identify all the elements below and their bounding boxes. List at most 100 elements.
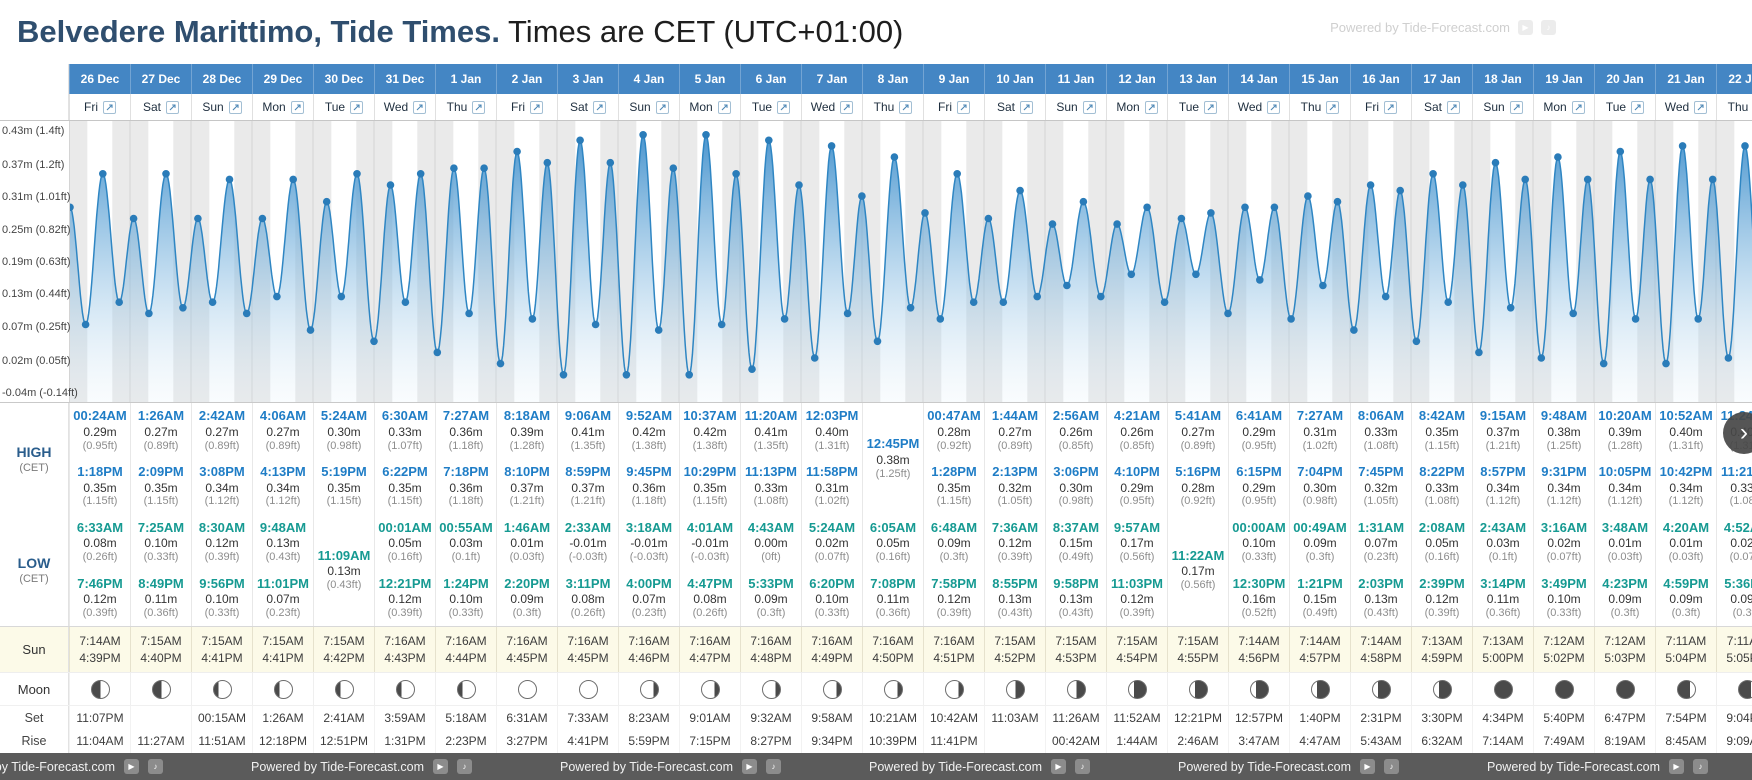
low-tide-cell: 6:05AM 0.05m (0.16ft) 7:08PM 0.11m (0.36ft) [862, 514, 923, 626]
expand-day-icon[interactable] [1694, 100, 1708, 114]
moon-cell [1411, 673, 1472, 705]
weekday-cell: Thu [435, 94, 496, 120]
sunset-time: 4:52PM [994, 651, 1036, 665]
expand-day-icon[interactable] [1447, 100, 1460, 114]
watermark-text: Powered by Tide-Forecast.com [0, 759, 115, 774]
sun-cell: 7:16AM 4:44PM [435, 627, 496, 672]
low-tide-entry: 2:43AM 0.03m (0.1ft) [1479, 519, 1527, 564]
moon-cell [984, 673, 1045, 705]
moon-cell [1533, 673, 1594, 705]
expand-day-icon[interactable] [1509, 100, 1523, 114]
expand-day-icon[interactable] [472, 100, 486, 114]
low-tide-cell: 00:49AM 0.09m (0.3ft) 1:21PM 0.15m (0.49ft) [1289, 514, 1350, 626]
sun-cell: 7:13AM 4:59PM [1411, 627, 1472, 672]
expand-day-icon[interactable] [717, 100, 731, 114]
expand-day-icon[interactable] [1204, 100, 1218, 114]
expand-day-icon[interactable] [1020, 100, 1033, 114]
expand-day-icon[interactable] [228, 100, 242, 114]
sunset-time: 5:04PM [1665, 651, 1707, 665]
watermark-text: Powered by Tide-Forecast.com [869, 759, 1042, 774]
sun-cell: 7:12AM 5:02PM [1533, 627, 1594, 672]
footer-watermark: Powered by Tide-Forecast.com ▶ ♪ [1178, 759, 1399, 774]
high-tide-entry: 10:29PM 0.35m (1.15ft) [683, 463, 737, 508]
sun-row: Sun 7:14AM 4:39PM 7:15AM 4:40PM 7:15AM 4:41PM… [0, 626, 1752, 672]
moonset-time: 5:40PM [1533, 706, 1594, 729]
moonset-time: 6:47PM [1594, 706, 1655, 729]
moon-phase-icon [639, 679, 659, 699]
moon-phase-icon [517, 679, 537, 699]
expand-day-icon[interactable] [350, 100, 364, 114]
expand-day-icon[interactable] [1384, 100, 1397, 114]
expand-day-icon[interactable] [1144, 100, 1158, 114]
weekday-cell: Wed [1228, 94, 1289, 120]
weekday-cell: Mon [252, 94, 313, 120]
sun-cell: 7:16AM 4:51PM [923, 627, 984, 672]
low-tide-entry: 3:49PM 0.10m (0.33ft) [1541, 575, 1587, 620]
moon-cell [1045, 673, 1106, 705]
low-tide-entry: 11:01PM 0.07m (0.23ft) [256, 575, 310, 620]
expand-day-icon[interactable] [530, 100, 543, 114]
moonrise-time: 11:27AM [130, 729, 191, 753]
moon-cell [435, 673, 496, 705]
moon-cell [801, 673, 862, 705]
expand-day-icon[interactable] [593, 100, 606, 114]
sunset-time: 4:47PM [689, 651, 731, 665]
expand-day-icon[interactable] [840, 100, 854, 114]
expand-day-icon[interactable] [1631, 100, 1645, 114]
moonset-time: 3:30PM [1411, 706, 1472, 729]
low-tide-entry: 3:48AM 0.01m (0.03ft) [1601, 519, 1649, 564]
low-tide-entry: 7:25AM 0.10m (0.33ft) [137, 519, 185, 564]
moon-phase-icon [1737, 679, 1752, 699]
sunset-time: 4:50PM [872, 651, 914, 665]
sunrise-time: 7:15AM [262, 634, 304, 648]
high-tide-cell: 7:27AM 0.36m (1.18ft) 7:18PM 0.36m (1.18ft) [435, 403, 496, 514]
weekday-label: Sun [1483, 100, 1505, 114]
expand-day-icon[interactable] [777, 100, 791, 114]
sun-cell: 7:15AM 4:41PM [191, 627, 252, 672]
scroll-next-button[interactable]: › [1723, 412, 1752, 454]
low-tide-entry: 2:08AM 0.05m (0.16ft) [1418, 519, 1466, 564]
high-tide-entry: 10:37AM 0.42m (1.38ft) [683, 408, 737, 452]
date-header: 1 Jan [435, 64, 496, 94]
expand-day-icon[interactable] [166, 100, 179, 114]
high-tide-entry: 8:22PM 0.33m (1.08ft) [1419, 463, 1465, 508]
expand-day-icon[interactable] [957, 100, 970, 114]
low-tide-cell: 11:22AM 0.17m (0.56ft) [1167, 514, 1228, 626]
expand-day-icon[interactable] [290, 100, 304, 114]
moon-cell [130, 673, 191, 705]
high-tide-cell: 2:42AM 0.27m (0.89ft) 3:08PM 0.34m (1.12ft) [191, 403, 252, 514]
expand-day-icon[interactable] [1082, 100, 1096, 114]
moonrise-time: 8:45AM [1655, 729, 1716, 753]
music-icon: ♪ [1075, 759, 1090, 774]
high-tide-entry: 7:18PM 0.36m (1.18ft) [443, 463, 489, 508]
expand-day-icon[interactable] [655, 100, 669, 114]
expand-day-icon[interactable] [1267, 100, 1281, 114]
moon-phase-icon [578, 679, 598, 699]
high-tide-entry: 4:10PM 0.29m (0.95ft) [1114, 463, 1160, 508]
high-tide-entry: 9:52AM 0.42m (1.38ft) [625, 408, 673, 452]
sunrise-time: 7:13AM [1421, 634, 1463, 648]
moonrise-time: 4:41PM [557, 729, 618, 753]
moonset-time: 2:31PM [1350, 706, 1411, 729]
high-tide-entry: 2:13PM 0.32m (1.05ft) [992, 463, 1038, 508]
moonrise-time: 9:09AM [1716, 729, 1752, 753]
sunset-time: 4:41PM [262, 651, 304, 665]
low-tide-entry: 1:21PM 0.15m (0.49ft) [1297, 575, 1343, 620]
expand-day-icon[interactable] [1571, 100, 1585, 114]
high-tide-cell: 4:21AM 0.26m (0.85ft) 4:10PM 0.29m (0.95ft) [1106, 403, 1167, 514]
weekday-cell: Tue [1167, 94, 1228, 120]
expand-day-icon[interactable] [899, 100, 913, 114]
low-tide-cell: 11:09AM 0.13m (0.43ft) [313, 514, 374, 626]
moon-phase-icon [273, 679, 293, 699]
moon-phase-icon [334, 679, 354, 699]
high-tide-cell: 12:45PM 0.38m (1.25ft) [862, 403, 923, 514]
low-tide-label: LOW (CET) [0, 514, 69, 626]
expand-day-icon[interactable] [103, 100, 116, 114]
high-tide-entry: 9:31PM 0.34m (1.12ft) [1541, 463, 1587, 508]
high-tide-entry: 7:27AM 0.31m (1.02ft) [1296, 408, 1344, 452]
moonset-time: 00:15AM [191, 706, 252, 729]
weekday-label: Mon [1543, 100, 1567, 114]
expand-day-icon[interactable] [413, 100, 427, 114]
expand-day-icon[interactable] [1326, 100, 1340, 114]
weekday-label: Thu [446, 100, 468, 114]
